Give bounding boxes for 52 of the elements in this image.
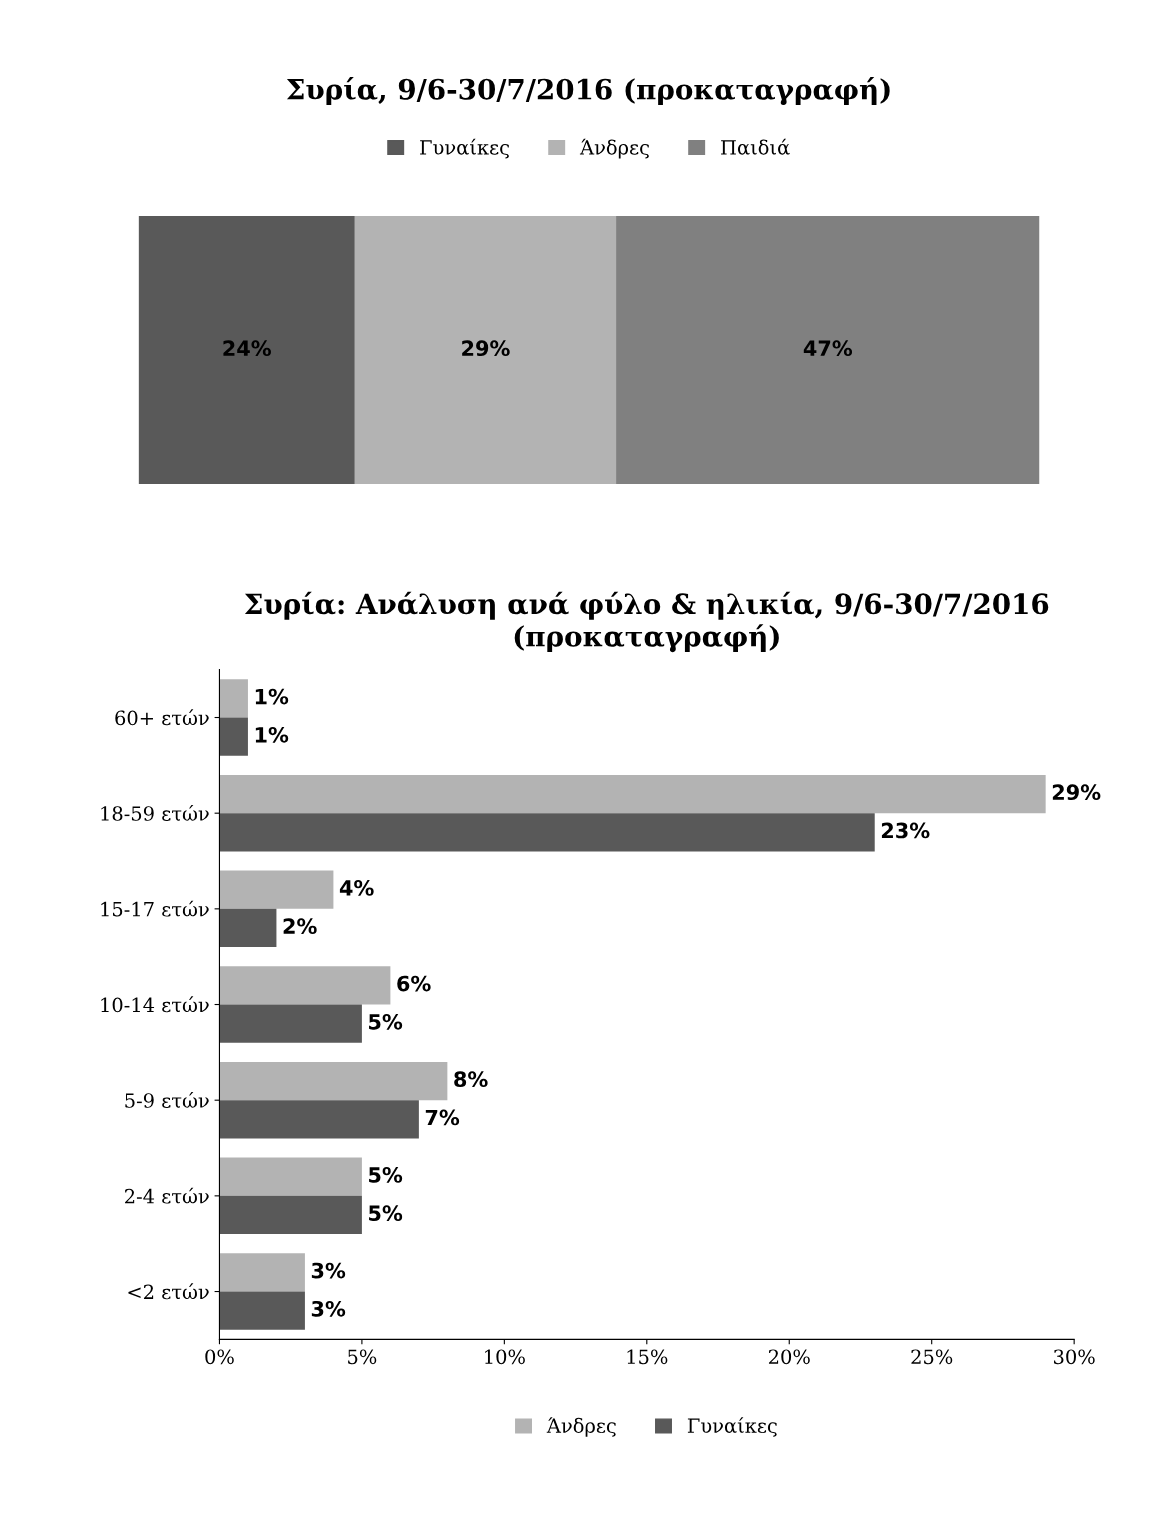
bar	[219, 774, 1046, 814]
legend-label: Γυναίκες	[687, 1417, 777, 1437]
data-label: 6%	[397, 975, 431, 992]
data-label: 5%	[369, 1167, 403, 1183]
data-label: 5%	[369, 1205, 403, 1222]
bar	[219, 1291, 305, 1330]
data-label: 4%	[339, 880, 374, 896]
data-label: 3%	[311, 1262, 346, 1279]
y-tick-label: 5-9 ετών	[125, 1092, 209, 1108]
x-tick-label: 20%	[768, 1349, 810, 1365]
bar	[219, 813, 875, 852]
y-tick-label: 60+ ετών	[115, 709, 209, 726]
legend-label: Άνδρες	[546, 1417, 616, 1437]
bar	[219, 1157, 362, 1196]
data-label: 29%	[1052, 784, 1101, 801]
bar	[219, 717, 248, 756]
legend-label: Παιδιά	[721, 138, 790, 155]
bar	[219, 1195, 362, 1235]
y-tick-label: 10-14 ετών	[101, 996, 209, 1013]
data-label: 47%	[803, 340, 853, 357]
x-tick-label: 25%	[911, 1349, 953, 1365]
x-tick-label: 5%	[348, 1349, 377, 1365]
data-label: 8%	[454, 1071, 488, 1088]
data-label: 7%	[425, 1109, 460, 1126]
data-label: 1%	[255, 688, 289, 705]
data-label: 3%	[311, 1300, 346, 1317]
y-tick-label: 18-59 ετών	[101, 805, 209, 821]
bar	[219, 870, 334, 909]
data-label: 24%	[223, 340, 271, 357]
bar	[219, 1253, 305, 1292]
y-tick-label: <2 ετών	[128, 1283, 209, 1300]
x-tick-label: 15%	[627, 1349, 668, 1365]
data-label: 23%	[881, 822, 930, 839]
chart-title: Συρία, 9/6-30/7/2016 (προκαταγραφή)	[286, 77, 890, 106]
data-label: 2%	[283, 918, 317, 935]
y-tick-label: 2-4 ετών	[125, 1187, 209, 1204]
x-tick-label: 10%	[485, 1349, 525, 1365]
x-tick-label: 30%	[1054, 1349, 1095, 1365]
data-label: 5%	[369, 1013, 403, 1030]
bar	[219, 1100, 419, 1139]
x-tick-label: 0%	[205, 1349, 234, 1365]
y-tick-label: 15-17 ετών	[101, 900, 209, 917]
bar	[219, 1061, 448, 1101]
bar	[219, 1004, 362, 1043]
data-label: 29%	[462, 340, 510, 357]
legend-label: Άνδρες	[579, 138, 649, 159]
chart-title: Συρία: Ανάλυση ανά φύλο & ηλικία, 9/6-30/7/2016 (προκαταγραφή)	[244, 591, 1049, 653]
bar	[219, 966, 391, 1005]
bar	[219, 908, 277, 948]
legend-label: Γυναίκες	[420, 138, 509, 159]
bar	[219, 679, 248, 718]
data-label: 1%	[255, 726, 289, 743]
